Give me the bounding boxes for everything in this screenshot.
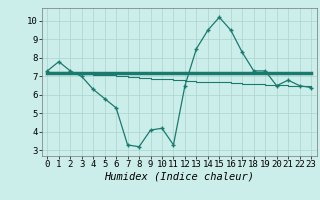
- X-axis label: Humidex (Indice chaleur): Humidex (Indice chaleur): [104, 172, 254, 182]
